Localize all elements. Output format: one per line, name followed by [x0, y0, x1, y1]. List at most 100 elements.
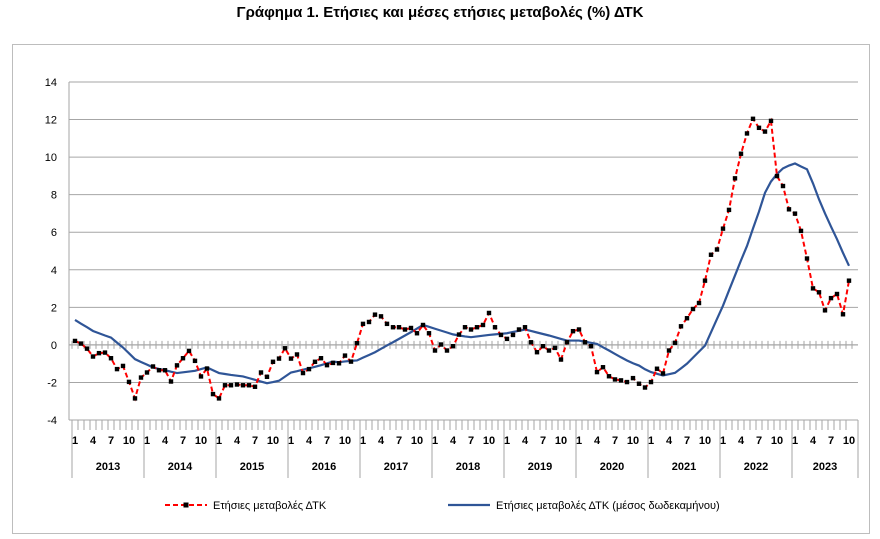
data-point: [288, 356, 294, 361]
data-point: [234, 382, 240, 387]
data-point: [420, 322, 426, 328]
data-point: [426, 331, 432, 336]
data-point: [408, 325, 414, 331]
data-point: [780, 183, 786, 189]
month-tick-label: 10: [555, 435, 567, 447]
data-point: [78, 341, 84, 346]
month-tick-label: 10: [483, 435, 495, 447]
month-tick-label: 10: [411, 435, 423, 447]
data-point: [324, 362, 330, 368]
month-tick-label: 4: [450, 435, 457, 447]
data-point: [714, 247, 720, 252]
data-point: [528, 340, 534, 345]
month-tick-label: 10: [843, 435, 855, 447]
data-point: [300, 370, 306, 376]
data-point: [252, 384, 258, 389]
year-label: 2019: [528, 461, 552, 473]
month-tick-label: 4: [90, 435, 97, 447]
data-point: [432, 348, 438, 353]
data-point: [618, 378, 624, 383]
data-point: [468, 327, 474, 332]
data-point: [342, 353, 348, 358]
data-point: [270, 359, 276, 364]
chart-title: Γράφημα 1. Ετήσιες και μέσες ετήσιες μετ…: [236, 4, 644, 21]
data-point: [396, 325, 402, 330]
data-point: [750, 116, 756, 122]
y-tick-label: 12: [45, 115, 57, 127]
data-point: [612, 377, 618, 382]
data-point: [810, 286, 816, 291]
year-label: 2016: [312, 461, 336, 473]
data-point: [600, 365, 606, 370]
data-point: [654, 366, 660, 371]
data-point: [816, 290, 822, 295]
data-point: [84, 346, 90, 351]
month-tick-label: 4: [810, 435, 817, 447]
legend-label-annual: Ετήσιες μεταβολές ΔΤΚ: [213, 500, 327, 512]
month-tick-label: 4: [162, 435, 169, 447]
data-point: [546, 348, 552, 353]
series-line-average: [74, 162, 850, 385]
data-point: [594, 369, 600, 375]
month-tick-label: 7: [468, 435, 474, 447]
y-tick-label: 2: [51, 302, 57, 314]
data-point: [570, 328, 576, 334]
month-tick-label: 4: [594, 435, 601, 447]
data-point: [276, 356, 282, 361]
data-point: [492, 325, 498, 330]
data-point: [216, 396, 222, 401]
month-tick-label: 7: [756, 435, 762, 447]
month-tick-label: 10: [771, 435, 783, 447]
data-point: [150, 364, 156, 369]
data-point: [672, 340, 678, 346]
data-point: [120, 363, 126, 369]
data-point: [390, 325, 396, 330]
data-point: [180, 356, 186, 361]
year-label: 2014: [168, 461, 193, 473]
data-point: [696, 300, 702, 306]
month-tick-label: 1: [792, 435, 798, 447]
data-point: [144, 370, 150, 375]
data-point: [72, 338, 78, 344]
y-tick-label: 14: [45, 77, 57, 89]
data-point: [774, 173, 780, 179]
month-tick-label: 4: [522, 435, 529, 447]
data-point: [438, 342, 444, 347]
data-point: [204, 366, 210, 371]
data-point: [138, 375, 144, 380]
data-point: [540, 344, 546, 349]
data-point: [186, 348, 192, 354]
data-point: [126, 379, 132, 385]
data-point: [690, 306, 696, 312]
data-point: [198, 374, 204, 379]
data-point: [666, 348, 672, 353]
data-point: [636, 381, 642, 386]
data-point: [684, 316, 690, 321]
data-point: [222, 383, 228, 388]
data-point: [552, 345, 558, 351]
data-point: [792, 211, 798, 216]
month-tick-label: 1: [720, 435, 726, 447]
data-point: [474, 325, 480, 330]
data-point: [132, 396, 138, 401]
y-tick-label: 10: [45, 152, 57, 164]
data-point: [720, 226, 726, 231]
data-point: [486, 310, 492, 316]
data-point: [108, 356, 114, 361]
data-point: [372, 312, 378, 317]
data-point: [366, 319, 372, 325]
data-point: [732, 176, 738, 181]
month-tick-label: 7: [108, 435, 114, 447]
data-point: [630, 375, 636, 381]
data-point: [330, 360, 336, 366]
month-tick-label: 4: [234, 435, 241, 447]
month-tick-label: 4: [306, 435, 313, 447]
year-label: 2013: [96, 461, 120, 473]
data-point: [564, 340, 570, 345]
data-point: [414, 331, 420, 336]
data-point: [192, 358, 198, 364]
data-point: [576, 327, 582, 332]
month-tick-label: 1: [648, 435, 654, 447]
y-tick-label: -2: [47, 377, 57, 389]
data-point: [318, 356, 324, 361]
